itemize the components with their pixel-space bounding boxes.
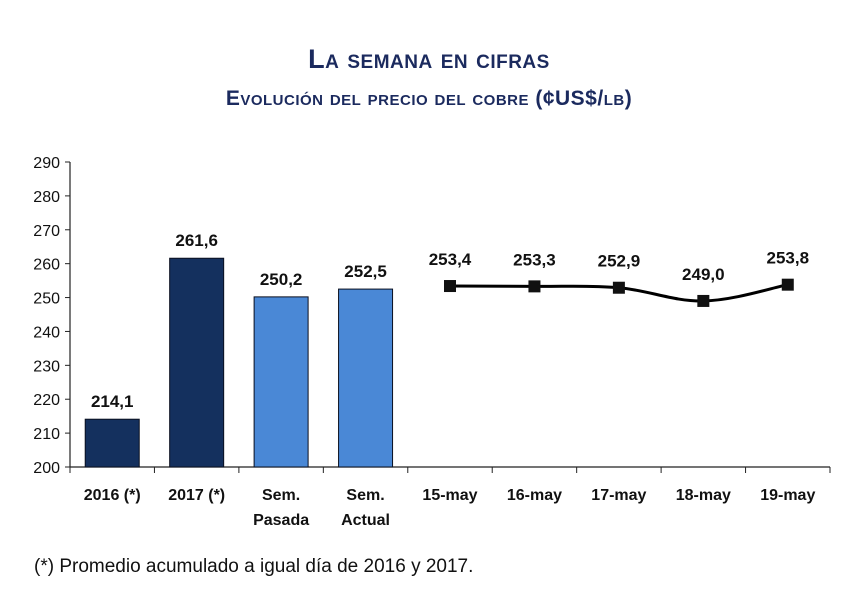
line-value-label: 253,3 — [513, 250, 556, 269]
x-tick-label: Pasada — [253, 512, 309, 529]
line-point-marker — [528, 280, 541, 293]
bar — [338, 288, 394, 468]
y-tick-label: 280 — [33, 189, 60, 206]
y-tick-label: 220 — [33, 392, 60, 409]
bar-value-label: 261,6 — [175, 231, 218, 250]
y-tick-label: 260 — [33, 257, 60, 274]
bar — [169, 257, 225, 468]
line-value-label: 253,4 — [429, 250, 472, 269]
x-tick-label: 16-may — [507, 487, 562, 504]
bar — [84, 418, 140, 468]
y-tick-label: 250 — [33, 291, 60, 308]
x-tick-label: 2016 (*) — [84, 487, 141, 504]
y-tick-label: 290 — [33, 155, 60, 172]
x-tick-label: 2017 (*) — [168, 487, 225, 504]
bar-value-label: 250,2 — [260, 270, 303, 289]
line-value-label: 253,8 — [767, 249, 810, 268]
x-tick-label: 18-may — [676, 487, 731, 504]
y-tick-label: 270 — [33, 223, 60, 240]
line-value-label: 249,0 — [682, 265, 725, 284]
x-tick-label: Sem. — [262, 487, 300, 504]
chart-title: La semana en cifras — [308, 44, 550, 74]
x-tick-label: 19-may — [760, 487, 815, 504]
x-tick-label: 15-may — [422, 487, 477, 504]
y-tick-label: 240 — [33, 324, 60, 341]
chart-subtitle: Evolución del precio del cobre (¢US$/lb) — [225, 87, 633, 110]
bar-value-label: 252,5 — [344, 262, 387, 281]
y-tick-label: 200 — [33, 460, 60, 477]
line-value-label: 252,9 — [598, 252, 641, 271]
bar-value-label: 214,1 — [91, 392, 134, 411]
bar — [253, 296, 309, 468]
copper-price-chart: 200 210 220 230 240 250 260 270 280 290 2016 (*) 20… — [33, 155, 831, 529]
line-point-marker — [781, 278, 794, 291]
x-tick-label: Sem. — [346, 487, 384, 504]
y-tick-label: 210 — [33, 426, 60, 443]
line-point-marker — [444, 280, 456, 293]
line-point-marker — [697, 294, 710, 307]
line-point-marker — [612, 281, 625, 294]
y-tick-label: 230 — [33, 358, 60, 375]
footnote: (*) Promedio acumulado a igual día de 20… — [34, 556, 474, 577]
x-tick-label: 17-may — [591, 487, 646, 504]
x-tick-label: Actual — [341, 512, 390, 529]
